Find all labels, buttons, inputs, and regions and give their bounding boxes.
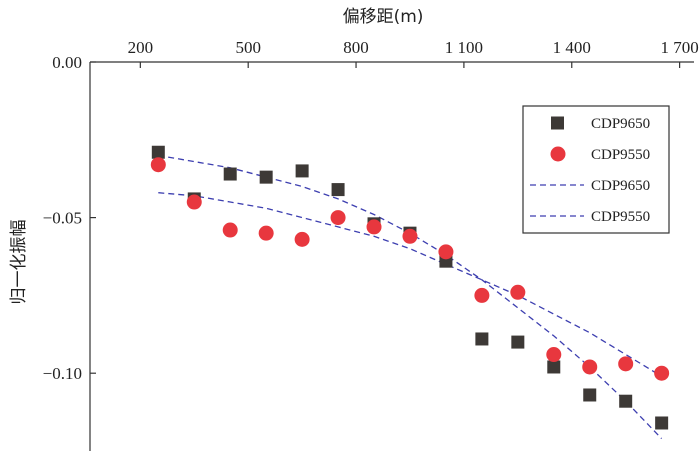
x-tick-label: 200: [128, 38, 154, 57]
data-point-square: [331, 183, 345, 197]
data-point-circle: [618, 356, 634, 372]
x-tick-label: 1 400: [553, 38, 591, 57]
data-point-square: [547, 360, 561, 374]
trend-line-3: [158, 192, 662, 377]
x-tick-label: 1 700: [660, 38, 698, 57]
legend-box: [522, 105, 670, 234]
data-point-circle: [474, 287, 490, 303]
data-point-circle: [222, 222, 238, 238]
data-point-circle: [258, 225, 274, 241]
legend: CDP9650 CDP9550 CDP9650 CDP9550: [522, 105, 670, 234]
data-point-square: [655, 416, 669, 430]
legend-label: CDP9550: [591, 209, 650, 225]
data-point-circle: [294, 231, 310, 247]
data-point-square: [223, 167, 237, 181]
data-point-circle: [330, 210, 346, 226]
data-point-square: [259, 170, 273, 184]
y-tick-label: −0.05: [43, 209, 82, 228]
data-point-square: [511, 335, 525, 349]
x-tick-label: 500: [235, 38, 261, 57]
data-point-square: [475, 332, 489, 346]
data-point-square: [295, 164, 309, 178]
y-axis-title: 归一化振幅: [9, 220, 29, 305]
data-point-circle: [438, 244, 454, 260]
y-tick-label: 0.00: [52, 53, 82, 72]
legend-swatch-circle: [550, 146, 566, 162]
x-tick-label: 800: [343, 38, 369, 57]
data-point-square: [619, 394, 633, 408]
data-point-circle: [510, 284, 526, 300]
data-point-square: [151, 145, 165, 159]
data-point-circle: [366, 219, 382, 235]
legend-label: CDP9650: [591, 116, 650, 132]
data-point-circle: [582, 359, 598, 375]
data-point-circle: [186, 194, 202, 210]
axes: 200 500 800 1 100 1 400 1 700 0.00 −0.05 −0.10: [43, 38, 699, 451]
x-tick-label: 1 100: [445, 38, 483, 57]
data-point-circle: [546, 347, 562, 363]
x-axis-title: 偏移距(m): [343, 7, 424, 27]
data-point-circle: [654, 365, 670, 381]
data-point-square: [583, 388, 597, 402]
legend-swatch-square: [551, 116, 564, 130]
data-point-circle: [150, 157, 166, 173]
data-points: [150, 145, 670, 430]
legend-label: CDP9550: [591, 147, 650, 163]
legend-label: CDP9650: [591, 178, 650, 194]
data-point-circle: [402, 228, 418, 244]
y-tick-label: −0.10: [43, 364, 82, 383]
